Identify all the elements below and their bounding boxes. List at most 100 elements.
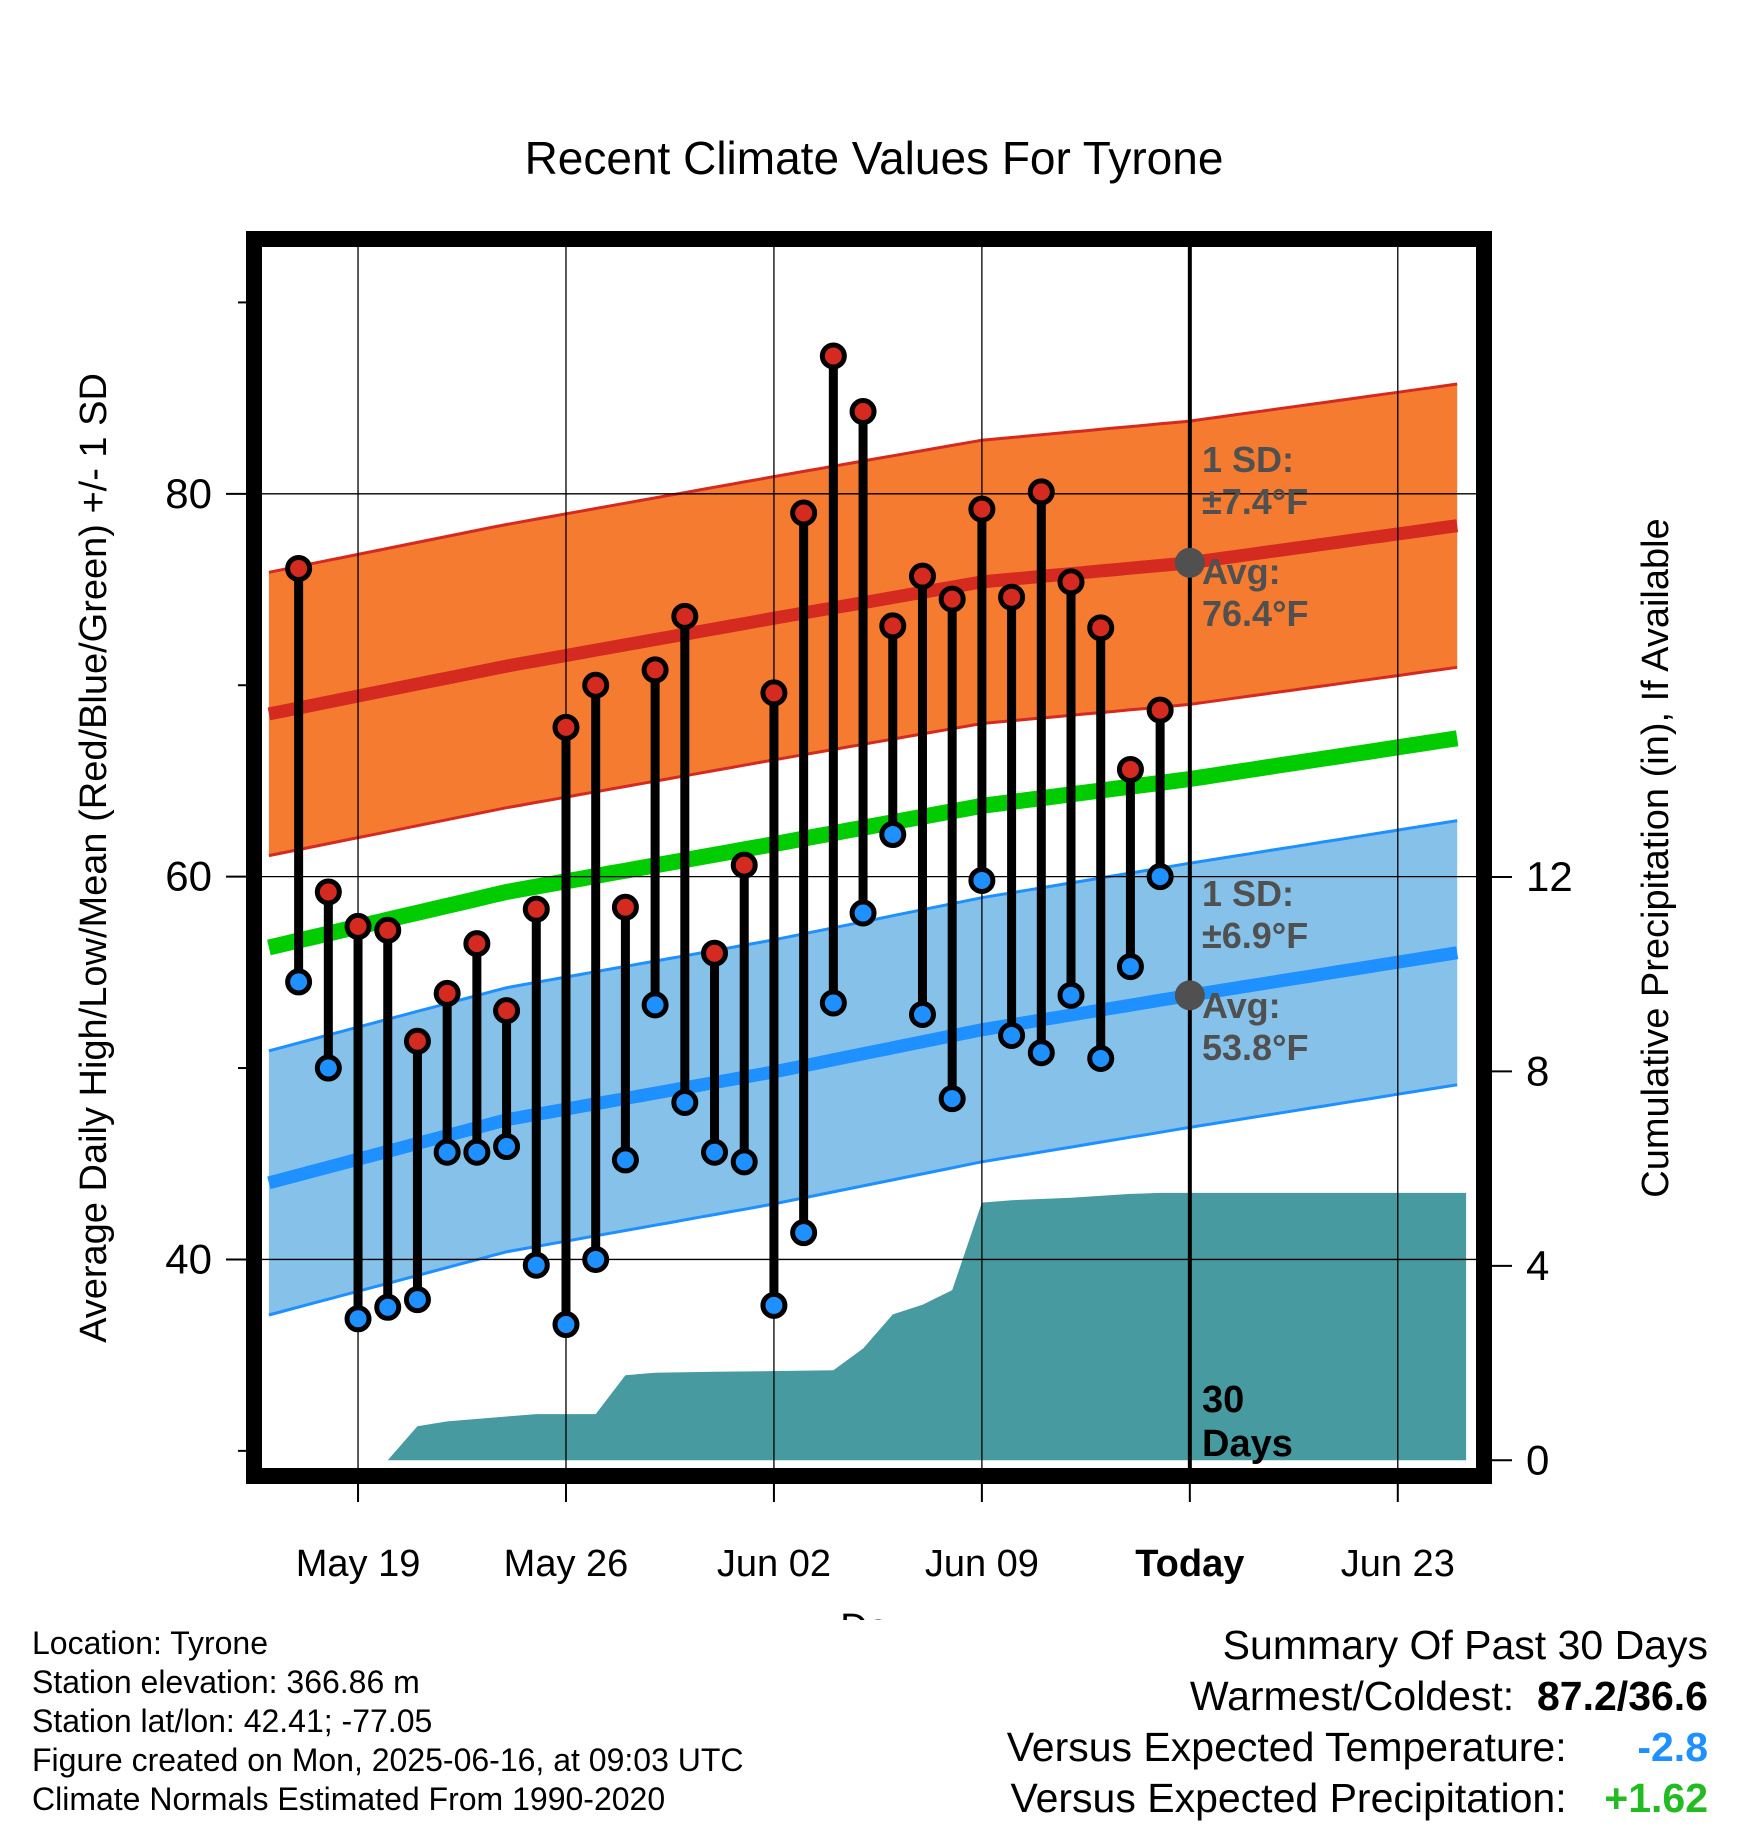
daily-high-point <box>641 656 669 684</box>
daily-high-point <box>374 916 402 944</box>
daily-low-point <box>552 1311 580 1339</box>
high-avg-label: Avg: <box>1202 551 1281 592</box>
daily-high-point <box>938 585 966 613</box>
daily-low-point <box>641 991 669 1019</box>
daily-low-point <box>849 899 877 927</box>
y-right-tick-label: 4 <box>1526 1242 1549 1289</box>
daily-low-point <box>1146 863 1174 891</box>
summary-precip-row: Versus Expected Precipitation: +1.62 <box>1007 1773 1709 1824</box>
daily-high-point <box>760 679 788 707</box>
info-normals: Climate Normals Estimated From 1990-2020 <box>32 1781 666 1817</box>
daily-high-point <box>1146 696 1174 724</box>
summary-title: Summary Of Past 30 Days <box>1222 1622 1708 1668</box>
today-high-avg-marker <box>1174 547 1205 578</box>
summary-temp-value: -2.8 <box>1637 1724 1708 1770</box>
daily-high-point <box>403 1027 431 1055</box>
x-tick-label: Jun 09 <box>925 1543 1039 1585</box>
info-location: Location: Tyrone <box>32 1625 269 1661</box>
y-axis-right-label: Cumulative Precipitation (in), If Availa… <box>1635 518 1677 1197</box>
today-low-avg-marker <box>1174 980 1205 1011</box>
x-tick-label: Jun 02 <box>717 1543 831 1585</box>
low-avg-label: Avg: <box>1202 985 1281 1026</box>
daily-low-point <box>611 1146 639 1174</box>
daily-high-point <box>582 671 610 699</box>
plot-frame <box>246 231 1492 1484</box>
daily-high-point <box>730 851 758 879</box>
y-right-tick-label: 8 <box>1526 1047 1549 1094</box>
daily-low-point <box>314 1054 342 1082</box>
summary-temp-row: Versus Expected Temperature: -2.8 <box>1007 1722 1708 1773</box>
low-sd-lower-edge <box>268 1083 1458 1317</box>
y-left-tick-label: 60 <box>165 853 212 900</box>
daily-high-point <box>849 398 877 426</box>
daily-low-point <box>344 1305 372 1333</box>
station-info: Location: Tyrone Station elevation: 366.… <box>32 1624 744 1819</box>
chart-title: Recent Climate Values For Tyrone <box>525 132 1224 184</box>
daily-low-point <box>998 1022 1026 1050</box>
daily-low-point <box>1087 1044 1115 1072</box>
y-right-tick-label: 0 <box>1526 1436 1549 1483</box>
daily-low-point <box>701 1138 729 1166</box>
normal-low-line <box>267 946 1459 1190</box>
y-left-tick-label: 40 <box>165 1235 212 1282</box>
daily-high-point <box>879 612 907 640</box>
daily-high-point <box>611 893 639 921</box>
daily-low-point <box>522 1251 550 1279</box>
x-tick-label: Today <box>1135 1543 1244 1585</box>
daily-high-point <box>552 713 580 741</box>
daily-high-point <box>671 602 699 630</box>
daily-high-point <box>968 495 996 523</box>
daily-high-point <box>998 583 1026 611</box>
daily-high-point <box>1057 568 1085 596</box>
summary-temp-label: Versus Expected Temperature: <box>1006 1724 1567 1770</box>
summary-precip-label: Versus Expected Precipitation: <box>1010 1775 1567 1821</box>
daily-low-point <box>433 1138 461 1166</box>
x-tick-label: May 19 <box>296 1543 421 1585</box>
sd-annotations: 1 SD: ±7.4°F Avg: 76.4°F 1 SD: ±6.9°F Av… <box>1202 439 1308 1068</box>
daily-high-point <box>285 554 313 582</box>
today-window-label-line2: Days <box>1202 1423 1293 1465</box>
summary-precip-value: +1.62 <box>1604 1775 1708 1821</box>
daily-high-point <box>1116 755 1144 783</box>
daily-low-point <box>493 1133 521 1161</box>
daily-high-point <box>463 930 491 958</box>
daily-low-point <box>403 1286 431 1314</box>
x-tick-label: May 26 <box>504 1543 629 1585</box>
daily-high-point <box>344 912 372 940</box>
daily-low-point <box>968 866 996 894</box>
daily-low-point <box>879 821 907 849</box>
summary-warm-cold-row: Warmest/Coldest: 87.2/36.6 <box>1007 1671 1708 1722</box>
low-sd-label: 1 SD: <box>1202 873 1294 914</box>
info-elevation: Station elevation: 366.86 m <box>32 1664 420 1700</box>
high-sd-label: 1 SD: <box>1202 439 1294 480</box>
info-created: Figure created on Mon, 2025-06-16, at 09… <box>32 1742 744 1778</box>
daily-low-point <box>1116 953 1144 981</box>
daily-high-point <box>819 342 847 370</box>
x-tick-label: Jun 23 <box>1341 1543 1455 1585</box>
summary-panel: Summary Of Past 30 Days Warmest/Coldest:… <box>1007 1620 1708 1824</box>
daily-low-point <box>819 989 847 1017</box>
daily-low-point <box>760 1291 788 1319</box>
y-axis-left-label: Average Daily High/Low/Mean (Red/Blue/Gr… <box>73 373 115 1343</box>
daily-low-point <box>1057 981 1085 1009</box>
daily-high-point <box>433 979 461 1007</box>
summary-warm-cold-label: Warmest/Coldest: <box>1189 1673 1515 1719</box>
daily-low-point <box>938 1085 966 1113</box>
summary-warm-cold-value: 87.2/36.6 <box>1537 1673 1708 1719</box>
low-sd-value: ±6.9°F <box>1202 915 1308 956</box>
y-right-tick-label: 12 <box>1526 853 1573 900</box>
daily-low-point <box>908 1000 936 1028</box>
info-latlon: Station lat/lon: 42.41; -77.05 <box>32 1703 433 1739</box>
daily-high-point <box>908 562 936 590</box>
daily-low-point <box>671 1089 699 1116</box>
daily-high-point <box>1087 614 1115 642</box>
daily-low-point <box>463 1138 491 1166</box>
daily-low-point <box>374 1293 402 1321</box>
daily-high-point <box>701 939 729 967</box>
x-axis-label: Day <box>840 1607 908 1620</box>
daily-low-point <box>582 1245 610 1273</box>
daily-low-point <box>285 968 313 996</box>
high-sd-value: ±7.4°F <box>1202 481 1308 522</box>
climate-chart: Recent Climate Values For Tyrone 40 60 80 0… <box>73 132 1677 1620</box>
high-avg-value: 76.4°F <box>1202 593 1308 634</box>
